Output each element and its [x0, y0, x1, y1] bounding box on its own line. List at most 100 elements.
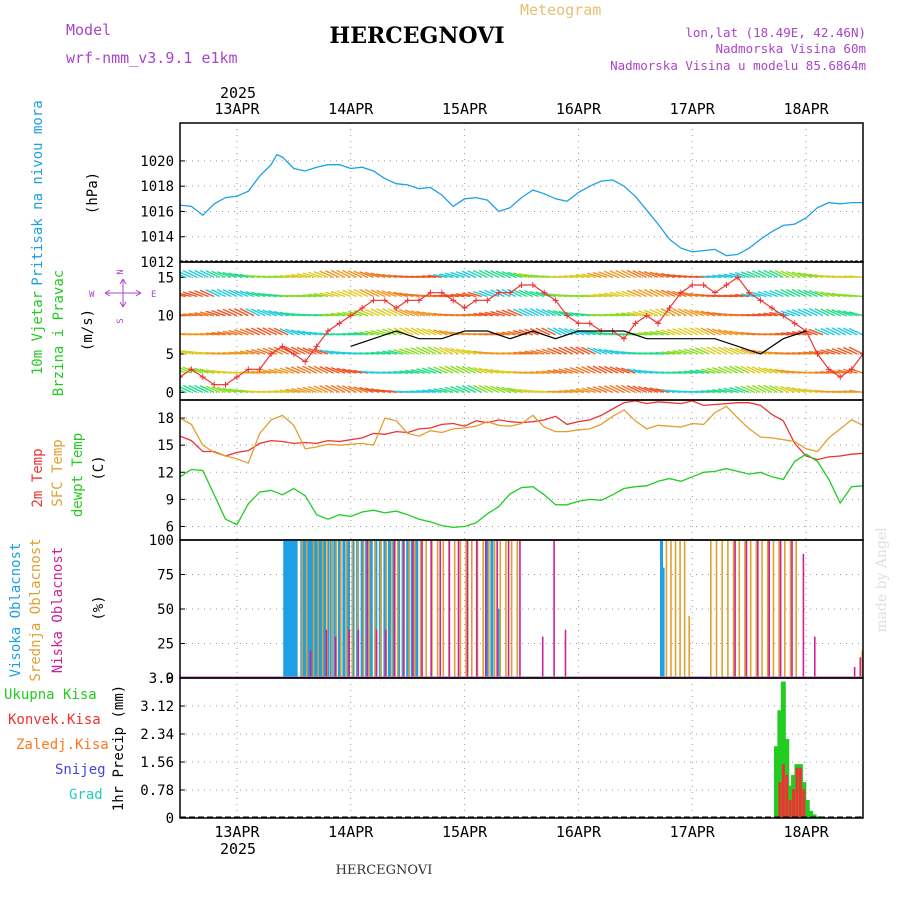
- wind-barb: [370, 329, 386, 336]
- wind-barb: [512, 308, 528, 317]
- wind-barb: [632, 368, 647, 374]
- cloud-bar: [285, 540, 289, 678]
- wind-barb: [478, 312, 494, 317]
- wind-barb: [319, 349, 334, 355]
- wind-barb: [763, 312, 778, 317]
- wind-barb: [552, 347, 568, 355]
- wind-barb: [365, 387, 380, 394]
- bottom-day-label: 15APR: [442, 823, 488, 841]
- wind-speed-point: [233, 374, 240, 380]
- wind-barb: [262, 347, 278, 355]
- wind-barb: [655, 388, 670, 394]
- wind-barb: [820, 327, 835, 336]
- wind-barb: [180, 351, 186, 355]
- cloud-bar: [309, 540, 313, 678]
- wind-barb: [222, 308, 238, 317]
- wind-gust-line: [350, 330, 807, 355]
- wind-barb: [638, 270, 653, 278]
- plot-area-clouds: [180, 540, 863, 678]
- wind-barb: [518, 308, 534, 317]
- year-top-label: 2025: [220, 84, 256, 102]
- wind-barb: [450, 347, 465, 355]
- precip-bar: [814, 816, 820, 818]
- wind-barb: [825, 327, 841, 336]
- wind-ylabel-1: 10m Vjetar: [30, 291, 46, 375]
- wind-barb: [416, 346, 431, 355]
- wind-barb: [695, 369, 710, 374]
- wind-barb: [444, 294, 459, 298]
- wind-barb: [746, 385, 761, 393]
- wind-barb: [222, 352, 237, 355]
- wind-barb: [194, 290, 209, 298]
- wind-barb: [569, 346, 585, 355]
- wind-speed-point: [313, 343, 320, 350]
- wind-barb: [712, 367, 727, 374]
- wind-barb: [308, 293, 323, 298]
- bottom-day-label: 14APR: [328, 823, 374, 841]
- wind-barb: [188, 290, 204, 298]
- precip-bar: [802, 789, 806, 818]
- wind-barb: [342, 368, 357, 374]
- wind-barb: [199, 368, 215, 374]
- wind-barb: [638, 332, 653, 336]
- wind-barb: [661, 351, 676, 355]
- wind-barb: [809, 350, 824, 355]
- wind-barb: [404, 309, 420, 317]
- wind-barb: [820, 308, 835, 317]
- wind-barb: [734, 347, 750, 355]
- wind-barb: [797, 289, 813, 298]
- wind-barb: [541, 308, 556, 317]
- wind-barb: [592, 347, 608, 355]
- wind-barb: [302, 386, 317, 393]
- wind-barb: [570, 274, 585, 279]
- wind-barb: [587, 330, 602, 336]
- wind-barb: [205, 332, 220, 336]
- wind-barb: [814, 308, 830, 317]
- wind-barb: [564, 389, 579, 394]
- wind-speed-point: [416, 297, 423, 304]
- wind-speed-point: [620, 335, 627, 342]
- wind-barb: [547, 327, 562, 336]
- wind-barb: [626, 385, 642, 393]
- wind-barb: [279, 328, 295, 336]
- wind-barb: [695, 309, 710, 317]
- wind-barb: [683, 292, 699, 298]
- wind-barb: [467, 313, 482, 317]
- wind-barb: [586, 365, 602, 374]
- wind-barb: [786, 309, 801, 317]
- wind-barb: [797, 330, 812, 336]
- wind-barb: [848, 327, 863, 336]
- wind-barb: [643, 309, 659, 317]
- panels: 1012 1014 1016 1018 1020 0 5 10 15 6 9 12 15 18 0 25 50 7…: [140, 122, 864, 827]
- ytick-label: 1020: [140, 154, 174, 170]
- wind-barb: [621, 367, 636, 374]
- wind-barb: [347, 369, 363, 374]
- wind-barb: [530, 290, 545, 298]
- ytick-label: 3.12: [140, 699, 174, 715]
- wind-barb: [848, 389, 863, 394]
- wind-barb: [717, 346, 733, 355]
- wind-barb: [205, 270, 221, 278]
- wind-barb: [507, 387, 522, 394]
- wind-barb: [233, 308, 249, 317]
- wind-barb: [285, 366, 300, 374]
- wind-barb: [399, 292, 414, 298]
- wind-barb: [444, 365, 460, 374]
- temp-unit: (C): [91, 455, 107, 480]
- wind-barb: [348, 332, 363, 336]
- wind-barb: [717, 388, 733, 394]
- wind-barb: [831, 309, 847, 317]
- wind-barb: [313, 385, 329, 393]
- wind-barb: [752, 313, 767, 317]
- wind-barb: [518, 289, 534, 298]
- wind-barb: [666, 328, 682, 336]
- wind-barb: [490, 385, 505, 393]
- wind-barb: [643, 288, 659, 298]
- wind-barb: [643, 386, 659, 393]
- wind-barb: [262, 327, 278, 336]
- wind-barb: [359, 331, 374, 336]
- wind-barb: [427, 346, 443, 355]
- wind-barb: [632, 289, 648, 298]
- wind-barb: [774, 385, 790, 393]
